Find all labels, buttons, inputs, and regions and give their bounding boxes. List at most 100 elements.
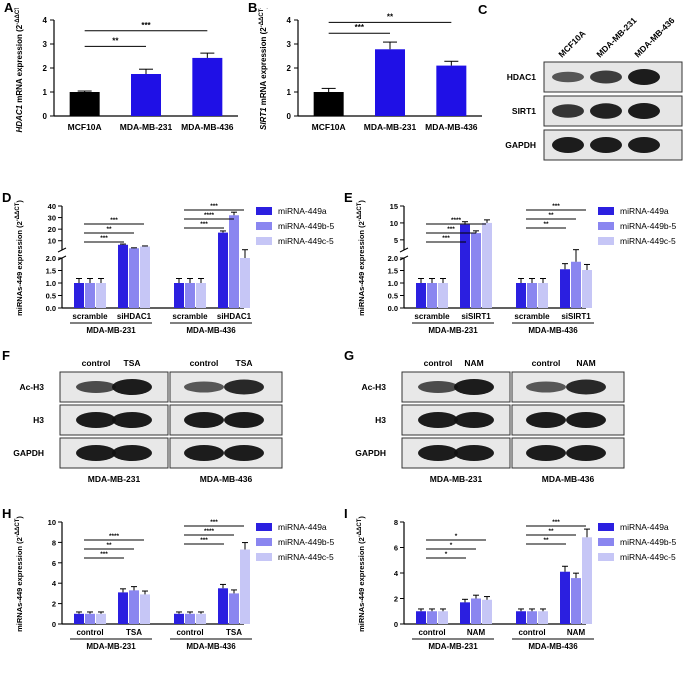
significance-label: **: [106, 226, 112, 233]
band: [112, 412, 152, 428]
significance-label: ****: [109, 533, 120, 540]
bar: [582, 270, 592, 308]
panel-letter-b: B: [248, 0, 258, 15]
panel-letter-f: F: [2, 348, 10, 363]
y-tick-label: 2.0: [46, 254, 56, 263]
bar: [527, 283, 537, 308]
band: [76, 412, 116, 428]
legend-swatch: [598, 553, 614, 561]
legend-entry: miRNA-449a: [278, 206, 327, 216]
panel-letter-h: H: [2, 506, 12, 521]
bar: [74, 283, 84, 308]
x-tick-label: MDA-MB-436: [181, 122, 234, 132]
band: [566, 445, 606, 461]
chart-h: 0 2 4 6 8 10 miRNAs-449 expression (2-ΔΔCT) con…: [15, 516, 334, 651]
band: [454, 412, 494, 428]
significance-label: ***: [552, 519, 560, 526]
bar: [185, 283, 195, 308]
significance-label: ***: [552, 203, 560, 210]
legend-entry: miRNA-449a: [620, 522, 669, 532]
bar: [196, 283, 206, 308]
band: [76, 381, 116, 393]
x-tick-label: MCF10A: [312, 122, 346, 132]
y-tick-label: 8: [52, 538, 56, 547]
y-tick-label: 3: [287, 40, 292, 49]
band: [184, 445, 224, 461]
x-tick-label: NAM: [567, 628, 586, 637]
y-tick-label: 0.5: [46, 292, 56, 301]
bar: [85, 283, 95, 308]
panel-letter-c: C: [478, 2, 488, 17]
y-axis-label: HDAC1 mRNA expression (2-ΔΔCT): [15, 8, 24, 133]
bar: [192, 57, 223, 116]
bar: [140, 246, 150, 308]
significance-label: ***: [100, 551, 108, 558]
band: [590, 137, 622, 153]
panel-letter-d: D: [2, 190, 12, 205]
x-tick-label: TSA: [126, 628, 142, 637]
bar: [471, 598, 481, 624]
significance-label: ***: [355, 23, 365, 32]
blot-row-label: GAPDH: [355, 448, 386, 458]
band: [566, 412, 606, 428]
y-tick-label: 2: [287, 64, 292, 73]
bar: [482, 222, 492, 308]
x-tick-label: MDA-MB-231: [120, 122, 173, 132]
y-tick-label: 2: [394, 595, 398, 604]
y-tick-label: 15: [390, 202, 398, 211]
legend-entry: miRNA-449a: [278, 522, 327, 532]
x-tick-label: control: [76, 628, 103, 637]
bar: [313, 92, 344, 116]
treatment-label: control: [82, 358, 111, 368]
y-axis-end: ): [15, 516, 24, 519]
band: [184, 381, 224, 393]
significance-label: *: [445, 551, 448, 558]
group-label: MDA-MB-231: [428, 326, 478, 335]
significance-label: ***: [442, 235, 450, 242]
x-tick-label: control: [176, 628, 203, 637]
legend-swatch: [256, 553, 272, 561]
legend-swatch: [598, 222, 614, 230]
group-label: MDA-MB-436: [186, 326, 236, 335]
significance-label: ***: [100, 235, 108, 242]
western-blot-c: MCF10A MDA-MB-231MDA-MB-436HDAC1SIRT1GAPD…: [505, 15, 683, 161]
y-axis-end: ): [357, 200, 366, 203]
y-tick-label: 1.0: [388, 279, 398, 288]
band: [590, 103, 622, 119]
x-tick-label: TSA: [226, 628, 242, 637]
bar: [416, 283, 426, 308]
y-axis-text: miRNAs-449 expression (2: [357, 537, 366, 632]
y-tick-label: 0: [52, 620, 56, 629]
y-axis-gene: HDAC1: [15, 104, 24, 132]
group-label: MDA-MB-436: [186, 642, 236, 651]
y-axis-sup: -ΔΔCT: [357, 518, 363, 537]
legend-entry: miRNA-449b-5p: [278, 537, 334, 547]
chart-d: 0.0 0.5 1.0 1.5 2.0 10 20 30 40 miRNAs-449 expres…: [15, 200, 334, 335]
legend-entry: miRNA-449a: [620, 206, 669, 216]
significance-label: **: [387, 12, 394, 21]
band: [526, 445, 566, 461]
y-axis-end: ): [357, 516, 366, 519]
band: [184, 412, 224, 428]
y-tick-label: 20: [48, 225, 56, 234]
bar: [560, 269, 570, 308]
y-tick-label: 2: [43, 64, 48, 73]
y-tick-label: 4: [394, 569, 399, 578]
y-axis-text: miRNAs-449 expression (2: [357, 221, 366, 316]
blot-row-label: GAPDH: [505, 140, 536, 150]
significance-label: ****: [204, 212, 215, 219]
x-tick-label: control: [418, 628, 445, 637]
x-tick-label: scramble: [172, 312, 208, 321]
y-tick-label: 40: [48, 202, 56, 211]
y-axis-text: mRNA expression (2: [15, 24, 24, 105]
bar: [140, 594, 150, 624]
bar: [375, 49, 405, 116]
blot-row-label: H3: [375, 415, 386, 425]
band: [552, 137, 584, 153]
band: [112, 379, 152, 395]
chart-a: 0 1 2 3 4 HDAC1 mRNA expression (2-ΔΔCT) MCF10…: [15, 8, 238, 133]
y-axis-text: miRNAs-449 expression (2: [15, 537, 24, 632]
y-tick-label: 0.0: [46, 304, 56, 313]
bar: [438, 283, 448, 308]
x-tick-label: scramble: [414, 312, 450, 321]
